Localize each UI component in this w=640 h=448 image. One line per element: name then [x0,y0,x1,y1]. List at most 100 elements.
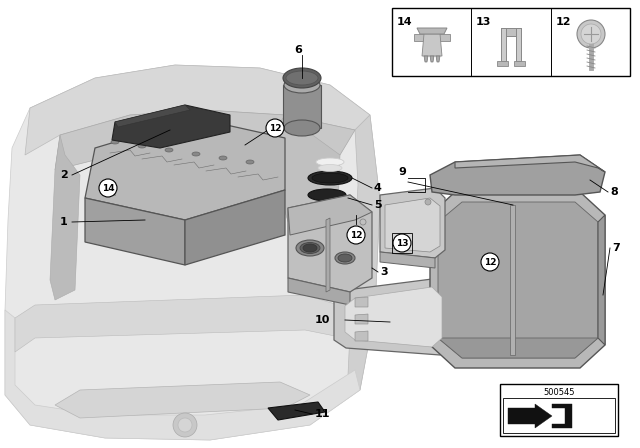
Ellipse shape [284,77,320,93]
Ellipse shape [296,240,324,256]
Polygon shape [501,28,521,36]
Polygon shape [430,56,434,62]
Circle shape [581,24,601,44]
Circle shape [486,258,494,266]
Text: 12: 12 [484,258,496,267]
Polygon shape [348,115,380,390]
Ellipse shape [284,120,320,136]
Text: 13: 13 [476,17,492,27]
Ellipse shape [286,71,318,85]
Ellipse shape [308,171,352,185]
Bar [392,233,412,253]
Polygon shape [85,118,285,220]
Polygon shape [288,195,372,292]
Polygon shape [283,85,321,128]
Polygon shape [268,402,325,420]
Ellipse shape [300,242,320,254]
Text: 12: 12 [556,17,572,27]
Polygon shape [5,65,380,440]
Circle shape [99,179,117,197]
Ellipse shape [318,164,342,172]
Text: 1: 1 [60,217,68,227]
Text: 7: 7 [612,243,620,253]
Polygon shape [422,34,442,56]
Polygon shape [497,61,508,66]
Text: 4: 4 [374,183,382,193]
Text: 5: 5 [374,200,381,210]
Text: 3: 3 [380,267,388,277]
Circle shape [577,20,605,48]
Polygon shape [438,338,598,358]
Polygon shape [115,105,190,127]
Circle shape [425,199,431,205]
Polygon shape [430,155,605,195]
Polygon shape [501,28,506,61]
Circle shape [481,253,499,271]
Polygon shape [385,198,440,252]
Text: 14: 14 [102,184,115,193]
Polygon shape [288,195,372,235]
Polygon shape [438,202,598,358]
Ellipse shape [303,244,317,252]
Polygon shape [430,192,605,368]
Polygon shape [112,105,230,148]
Polygon shape [288,278,350,305]
Circle shape [347,226,365,244]
Polygon shape [265,115,340,295]
Circle shape [266,119,284,137]
Polygon shape [355,297,368,307]
Text: 6: 6 [294,45,302,55]
Text: 8: 8 [610,187,618,197]
Polygon shape [50,135,80,300]
Text: 11: 11 [315,409,330,419]
Bar [392,8,630,76]
Polygon shape [552,404,572,428]
Text: 12: 12 [269,124,281,133]
Text: 12: 12 [349,231,362,240]
Ellipse shape [312,173,348,183]
Ellipse shape [316,158,344,166]
Ellipse shape [138,144,146,148]
Polygon shape [380,252,435,268]
Polygon shape [424,56,428,62]
Ellipse shape [335,252,355,264]
Circle shape [178,418,192,432]
Bar [503,398,615,433]
Polygon shape [25,65,370,155]
Ellipse shape [308,189,346,201]
Polygon shape [85,198,185,265]
Polygon shape [55,110,355,170]
Polygon shape [55,382,310,418]
Ellipse shape [192,152,200,156]
Ellipse shape [246,160,254,164]
Polygon shape [355,314,368,324]
Polygon shape [345,287,442,347]
Ellipse shape [165,148,173,152]
Circle shape [488,260,492,264]
Ellipse shape [283,68,321,88]
Polygon shape [417,28,447,34]
Text: 10: 10 [315,315,330,325]
Polygon shape [380,188,445,258]
Circle shape [393,234,411,252]
Polygon shape [15,295,355,352]
Polygon shape [355,331,368,341]
Polygon shape [510,205,515,355]
Polygon shape [436,56,440,62]
Polygon shape [455,155,605,172]
Polygon shape [508,404,552,428]
Polygon shape [516,28,521,61]
Polygon shape [5,310,360,440]
Text: 500545: 500545 [543,388,575,396]
Text: 9: 9 [398,167,406,177]
Polygon shape [514,61,525,66]
Ellipse shape [219,156,227,160]
Polygon shape [414,34,450,41]
Polygon shape [334,278,452,355]
Text: 14: 14 [397,17,413,27]
Text: 2: 2 [60,170,68,180]
Circle shape [360,219,366,225]
Text: 13: 13 [396,238,408,247]
Polygon shape [185,190,285,265]
Circle shape [173,413,197,437]
